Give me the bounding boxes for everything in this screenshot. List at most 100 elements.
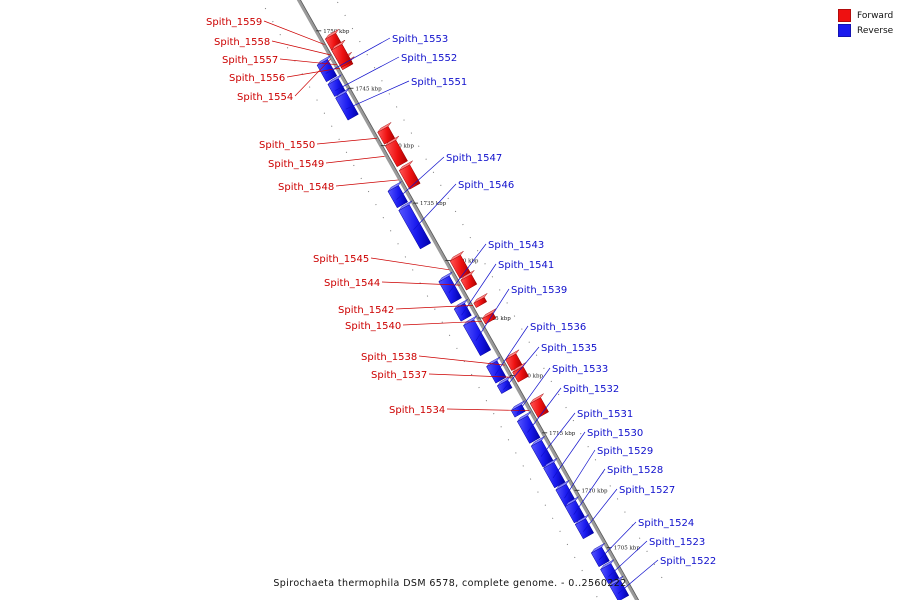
gene-label[interactable]: Spith_1550 xyxy=(259,140,315,151)
gene-glyph-bevel xyxy=(377,122,392,133)
gene-glyph-reverse[interactable] xyxy=(463,319,492,357)
gene-label[interactable]: Spith_1546 xyxy=(458,180,514,191)
gene-label[interactable]: Spith_1530 xyxy=(587,428,643,439)
axis-tick-label: 1725 kbp xyxy=(485,316,512,322)
gene-label[interactable]: Spith_1538 xyxy=(361,352,417,363)
genome-axis-edge xyxy=(300,0,642,604)
axis-tick-label: 1735 kbp xyxy=(420,201,447,207)
gene-glyph-bevel xyxy=(511,400,525,411)
gene-leader-line xyxy=(263,20,325,45)
axis-tick-label: 1740 kbp xyxy=(388,144,415,150)
gene-label[interactable]: Spith_1531 xyxy=(577,409,633,420)
gene-glyph-bevel xyxy=(385,135,400,147)
gene-glyph-bevel xyxy=(486,356,501,367)
gene-leader-line xyxy=(527,387,562,433)
gene-label[interactable]: Spith_1558 xyxy=(214,37,270,48)
gene-leader-line xyxy=(402,320,482,326)
legend: Forward Reverse xyxy=(838,8,893,38)
gene-leader-line xyxy=(494,325,529,376)
gene-glyph-bevel xyxy=(438,271,453,282)
gene-leader-line xyxy=(325,37,391,74)
gene-label[interactable]: Spith_1523 xyxy=(649,537,705,548)
legend-swatch-reverse xyxy=(838,24,851,37)
gene-label[interactable]: Spith_1557 xyxy=(222,55,278,66)
axis-tick-label: 1705 kbp xyxy=(614,546,641,552)
gene-label[interactable]: Spith_1527 xyxy=(619,485,675,496)
gene-label[interactable]: Spith_1532 xyxy=(563,384,619,395)
gene-glyph-bevel xyxy=(517,411,531,422)
gene-glyph-bevel xyxy=(543,458,558,469)
gene-label[interactable]: Spith_1551 xyxy=(411,77,467,88)
legend-swatch-forward xyxy=(838,9,851,22)
gene-label[interactable]: Spith_1552 xyxy=(401,53,457,64)
gene-leader-line xyxy=(608,540,648,577)
gene-glyph-bevel xyxy=(555,479,570,491)
gene-label[interactable]: Spith_1545 xyxy=(313,254,369,265)
genome-axis xyxy=(296,0,641,604)
gene-label[interactable]: Spith_1544 xyxy=(324,278,380,289)
gene-leader-line xyxy=(418,355,505,366)
gene-leader-line xyxy=(271,40,331,56)
gene-label[interactable]: Spith_1522 xyxy=(660,556,716,567)
gene-leader-line xyxy=(573,468,606,515)
gene-leader-line xyxy=(475,288,510,341)
gene-glyph-bevel xyxy=(449,250,464,262)
gene-label[interactable]: Spith_1535 xyxy=(541,343,597,354)
gene-glyph-bevel xyxy=(591,542,605,554)
axis-tick-label: 1715 kbp xyxy=(549,431,576,437)
gene-label[interactable]: Spith_1548 xyxy=(278,182,334,193)
gene-label[interactable]: Spith_1540 xyxy=(345,321,401,332)
gene-glyph-bevel xyxy=(387,181,402,192)
gene-leader-line xyxy=(335,179,399,187)
gene-leader-line xyxy=(503,346,540,390)
gene-label[interactable]: Spith_1528 xyxy=(607,465,663,476)
axis-tick-label: 1720 kbp xyxy=(517,373,544,379)
gene-leader-line xyxy=(286,67,341,78)
gene-leader-line xyxy=(279,58,338,66)
gene-leader-line xyxy=(413,183,457,230)
gene-leader-line xyxy=(540,412,576,457)
gene-label[interactable]: Spith_1547 xyxy=(446,153,502,164)
gene-leader-line xyxy=(428,373,512,378)
gene-leader-line xyxy=(448,243,487,293)
gene-glyph-bevel xyxy=(398,200,413,211)
gene-label[interactable]: Spith_1529 xyxy=(597,446,653,457)
gene-label[interactable]: Spith_1549 xyxy=(268,159,324,170)
axis-tick-label: 1730 kbp xyxy=(452,259,479,265)
gene-glyph-bevel xyxy=(609,575,624,587)
gene-glyph-bevel xyxy=(325,29,339,40)
gene-label[interactable]: Spith_1543 xyxy=(488,240,544,251)
gene-label[interactable]: Spith_1559 xyxy=(206,17,262,28)
gene-label[interactable]: Spith_1541 xyxy=(498,260,554,271)
gene-label[interactable]: Spith_1534 xyxy=(389,405,445,416)
gene-label[interactable]: Spith_1539 xyxy=(511,285,567,296)
gene-glyph-bevel xyxy=(564,496,579,507)
gene-label[interactable]: Spith_1556 xyxy=(229,73,285,84)
legend-item-reverse: Reverse xyxy=(838,23,893,38)
gene-glyph-bevel xyxy=(473,293,488,304)
gene-label[interactable]: Spith_1537 xyxy=(371,370,427,381)
gene-leader-line xyxy=(598,521,637,561)
gene-leader-line xyxy=(395,305,474,310)
legend-label-reverse: Reverse xyxy=(857,25,894,36)
gene-label[interactable]: Spith_1542 xyxy=(338,305,394,316)
axis-tick-label: 1710 kbp xyxy=(581,488,608,494)
gene-label[interactable]: Spith_1533 xyxy=(552,364,608,375)
strand-rail-right xyxy=(264,7,602,604)
gene-label[interactable]: Spith_1524 xyxy=(638,518,694,529)
gene-label[interactable]: Spith_1553 xyxy=(392,34,448,45)
gene-glyph-bevel xyxy=(575,514,589,525)
gene-glyph-bevel xyxy=(529,393,544,404)
axis-tick-label: 1745 kbp xyxy=(355,86,382,92)
gene-leader-line xyxy=(552,431,586,479)
gene-leader-line xyxy=(564,449,596,499)
gene-leader-line xyxy=(461,263,497,316)
gene-glyph-bevel xyxy=(335,88,350,99)
gene-glyph-bevel xyxy=(482,308,497,319)
gene-label[interactable]: Spith_1536 xyxy=(530,322,586,333)
gene-glyph-bevel xyxy=(460,270,475,281)
gene-label[interactable]: Spith_1554 xyxy=(237,92,293,103)
legend-item-forward: Forward xyxy=(838,8,893,23)
gene-leader-line xyxy=(617,559,659,594)
